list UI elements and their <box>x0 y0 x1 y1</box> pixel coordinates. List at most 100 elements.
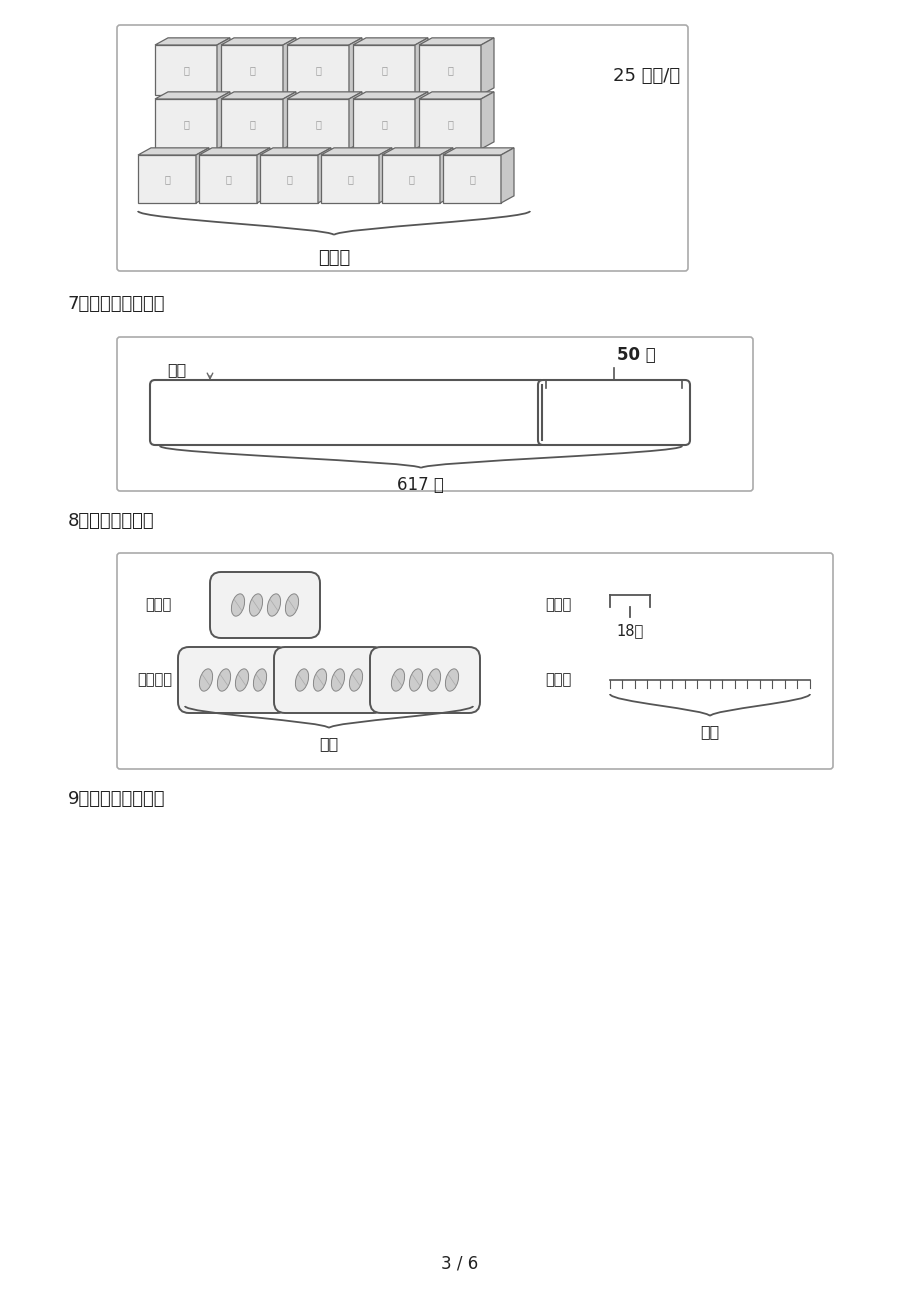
Polygon shape <box>348 38 361 95</box>
Text: 分: 分 <box>408 174 414 184</box>
Text: 18个: 18个 <box>616 622 643 638</box>
Text: 分: 分 <box>469 174 474 184</box>
Polygon shape <box>287 92 361 99</box>
Polygon shape <box>348 92 361 148</box>
Text: ？个: ？个 <box>319 736 338 751</box>
Polygon shape <box>260 155 318 203</box>
Ellipse shape <box>232 594 244 616</box>
Polygon shape <box>196 148 209 203</box>
Polygon shape <box>353 99 414 148</box>
FancyBboxPatch shape <box>177 647 288 713</box>
Polygon shape <box>221 46 283 95</box>
Text: 熊哥哥：: 熊哥哥： <box>137 673 172 687</box>
Ellipse shape <box>445 669 458 691</box>
Polygon shape <box>443 155 501 203</box>
FancyBboxPatch shape <box>274 647 383 713</box>
Text: 红球：: 红球： <box>544 673 571 687</box>
Polygon shape <box>154 38 230 46</box>
Polygon shape <box>418 38 494 46</box>
Ellipse shape <box>313 669 326 691</box>
Polygon shape <box>287 46 348 95</box>
Text: 分: 分 <box>164 174 170 184</box>
FancyBboxPatch shape <box>538 380 689 445</box>
Polygon shape <box>283 38 296 95</box>
Ellipse shape <box>391 669 404 691</box>
Polygon shape <box>287 99 348 148</box>
FancyBboxPatch shape <box>117 25 687 271</box>
Polygon shape <box>221 92 296 99</box>
Polygon shape <box>439 148 452 203</box>
Ellipse shape <box>267 594 280 616</box>
Text: 3 / 6: 3 / 6 <box>441 1255 478 1273</box>
Polygon shape <box>418 99 481 148</box>
Ellipse shape <box>235 669 248 691</box>
Text: 黄球：: 黄球： <box>544 598 571 612</box>
Text: 分: 分 <box>314 118 321 129</box>
Text: 617 个: 617 个 <box>396 477 443 493</box>
Text: 分: 分 <box>380 65 387 76</box>
Text: 分: 分 <box>183 118 188 129</box>
FancyBboxPatch shape <box>369 647 480 713</box>
Ellipse shape <box>349 669 362 691</box>
Text: 25 千克/箱: 25 千克/箱 <box>612 66 679 85</box>
Ellipse shape <box>427 669 440 691</box>
Polygon shape <box>414 38 427 95</box>
FancyBboxPatch shape <box>117 337 752 491</box>
Text: 分: 分 <box>447 118 452 129</box>
Polygon shape <box>414 92 427 148</box>
Polygon shape <box>221 38 296 46</box>
Text: 分: 分 <box>346 174 353 184</box>
Polygon shape <box>321 155 379 203</box>
Ellipse shape <box>409 669 422 691</box>
Ellipse shape <box>217 669 231 691</box>
Text: 8．看图列算式。: 8．看图列算式。 <box>68 512 154 530</box>
Text: 分: 分 <box>183 65 188 76</box>
Text: 小熊：: 小熊： <box>145 598 171 612</box>
Polygon shape <box>217 38 230 95</box>
Polygon shape <box>318 148 331 203</box>
Polygon shape <box>283 92 296 148</box>
Polygon shape <box>256 148 269 203</box>
Polygon shape <box>379 148 391 203</box>
Polygon shape <box>481 38 494 95</box>
Polygon shape <box>381 155 439 203</box>
Text: 分: 分 <box>225 174 231 184</box>
Polygon shape <box>353 38 427 46</box>
Ellipse shape <box>331 669 345 691</box>
Polygon shape <box>287 38 361 46</box>
Polygon shape <box>217 92 230 148</box>
Polygon shape <box>199 148 269 155</box>
FancyBboxPatch shape <box>150 380 545 445</box>
Text: ？千克: ？千克 <box>318 249 350 267</box>
Polygon shape <box>418 92 494 99</box>
Text: 分: 分 <box>380 118 387 129</box>
Polygon shape <box>260 148 331 155</box>
Text: 9．看图列式计算。: 9．看图列式计算。 <box>68 790 165 809</box>
Polygon shape <box>418 46 481 95</box>
Ellipse shape <box>285 594 299 616</box>
FancyBboxPatch shape <box>210 572 320 638</box>
Polygon shape <box>481 92 494 148</box>
Polygon shape <box>154 99 217 148</box>
Text: 分: 分 <box>447 65 452 76</box>
Polygon shape <box>353 46 414 95</box>
Polygon shape <box>138 155 196 203</box>
Polygon shape <box>381 148 452 155</box>
Text: ？个: ？个 <box>167 362 186 378</box>
Text: 分: 分 <box>314 65 321 76</box>
Ellipse shape <box>199 669 212 691</box>
Polygon shape <box>321 148 391 155</box>
Ellipse shape <box>253 669 267 691</box>
Ellipse shape <box>249 594 262 616</box>
Polygon shape <box>443 148 514 155</box>
Polygon shape <box>154 92 230 99</box>
Polygon shape <box>154 46 217 95</box>
Polygon shape <box>501 148 514 203</box>
Text: 分: 分 <box>286 174 291 184</box>
Text: 50 个: 50 个 <box>616 346 654 365</box>
Text: ？个: ？个 <box>699 724 719 740</box>
Text: 7．看图列式计算。: 7．看图列式计算。 <box>68 296 165 312</box>
Text: 分: 分 <box>249 118 255 129</box>
Polygon shape <box>353 92 427 99</box>
Ellipse shape <box>295 669 308 691</box>
